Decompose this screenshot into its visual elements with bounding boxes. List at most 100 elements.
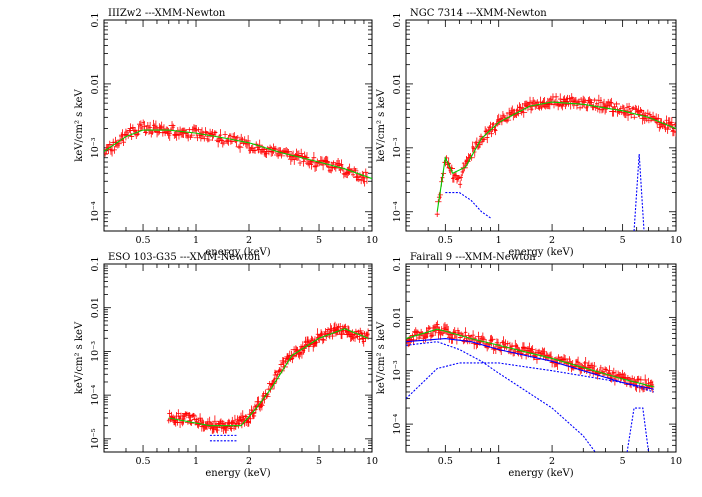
data-point	[298, 347, 302, 358]
y-tick-label: 10⁻³	[392, 360, 403, 381]
data-point	[660, 123, 665, 130]
data-point	[478, 133, 484, 140]
data-point	[312, 161, 318, 173]
y-tick-label: 0.01	[90, 73, 101, 94]
data-point	[637, 106, 644, 114]
data-point	[572, 97, 578, 107]
component-curve	[626, 407, 650, 452]
data-point	[279, 356, 286, 365]
data-point	[481, 136, 488, 142]
data-point	[352, 333, 358, 342]
data-point	[641, 112, 648, 124]
data-point	[533, 355, 541, 364]
data-point	[599, 96, 603, 108]
data-point	[624, 103, 630, 112]
data-point	[435, 320, 440, 329]
data-point	[573, 96, 579, 104]
data-point	[278, 153, 285, 159]
data-point	[218, 129, 223, 142]
x-tick-label: 0.5	[438, 456, 453, 467]
panel-3: 0.5 1 2 5 10 10⁻⁵ 10⁻⁴ 10⁻³ 0.01 0.1 ESO 103-G35 -…	[74, 252, 378, 479]
plot-area	[166, 321, 370, 442]
data-point	[612, 367, 616, 378]
data-point	[259, 400, 265, 411]
model-curve	[406, 328, 654, 388]
x-tick-label: 2	[549, 456, 555, 467]
data-point	[188, 132, 195, 138]
y-axis-label: keV/cm² s keV	[376, 89, 387, 162]
data-point	[582, 98, 588, 103]
data-point	[121, 138, 127, 147]
data-point	[176, 409, 181, 418]
data-point	[607, 99, 614, 107]
data-point	[333, 321, 337, 334]
x-tick-label: 10	[366, 235, 378, 246]
data-point	[446, 332, 452, 343]
data-point	[152, 123, 158, 133]
data-point	[309, 336, 315, 342]
data-point	[208, 128, 216, 141]
x-tick-label: 2	[246, 235, 252, 246]
data-point	[553, 93, 559, 101]
x-tick-label: 5	[316, 235, 322, 246]
plot-frame	[103, 19, 373, 232]
model-curve	[436, 101, 676, 212]
y-tick-label: 0.1	[392, 256, 403, 271]
data-point	[342, 171, 348, 178]
x-tick-label: 10	[670, 235, 682, 246]
data-point	[348, 331, 353, 342]
data-point	[581, 96, 587, 108]
data-point	[209, 422, 216, 434]
data-point	[311, 152, 317, 164]
data-point	[492, 126, 497, 133]
data-point	[496, 113, 502, 126]
x-tick-label: 2	[549, 235, 555, 246]
x-tick-label: 5	[316, 456, 322, 467]
data-point	[182, 413, 187, 420]
data-point	[459, 174, 463, 181]
data-point	[427, 325, 433, 331]
plot-area	[406, 320, 655, 452]
data-point	[285, 149, 292, 154]
y-tick-label: 10⁻³	[90, 341, 101, 362]
data-point	[515, 346, 522, 357]
data-point	[600, 367, 606, 377]
data-point	[520, 347, 524, 360]
data-point	[451, 172, 456, 183]
data-point	[421, 333, 426, 343]
y-tick-label: 0.1	[90, 12, 101, 27]
data-point	[289, 152, 295, 162]
data-point	[613, 101, 620, 107]
x-tick-label: 1	[193, 235, 199, 246]
model-curve	[168, 328, 369, 427]
component-curve	[445, 191, 491, 219]
data-point	[642, 374, 648, 386]
data-point	[424, 329, 431, 339]
data-point	[222, 131, 228, 138]
data-point	[592, 362, 597, 371]
model-curve	[104, 129, 372, 180]
data-point	[673, 127, 676, 137]
data-point	[505, 118, 512, 123]
data-point	[242, 414, 248, 419]
data-point	[278, 367, 282, 373]
y-tick-label: 0.1	[392, 12, 403, 27]
data-point	[228, 426, 233, 431]
x-tick-label: 10	[670, 456, 682, 467]
data-point	[168, 121, 176, 130]
data-point	[205, 131, 210, 143]
data-point	[587, 362, 595, 368]
data-point	[569, 93, 575, 103]
data-point	[205, 137, 212, 143]
y-tick-label: 10⁻⁴	[392, 201, 403, 222]
data-point	[475, 139, 483, 150]
data-point	[505, 340, 510, 347]
data-point	[457, 174, 462, 180]
data-point	[670, 127, 676, 137]
data-point	[109, 145, 115, 157]
data-point	[190, 126, 196, 134]
data-point	[263, 148, 270, 159]
y-tick-label: 0.01	[392, 307, 403, 328]
y-axis-label: keV/cm² s keV	[376, 321, 387, 394]
data-point	[235, 144, 243, 150]
